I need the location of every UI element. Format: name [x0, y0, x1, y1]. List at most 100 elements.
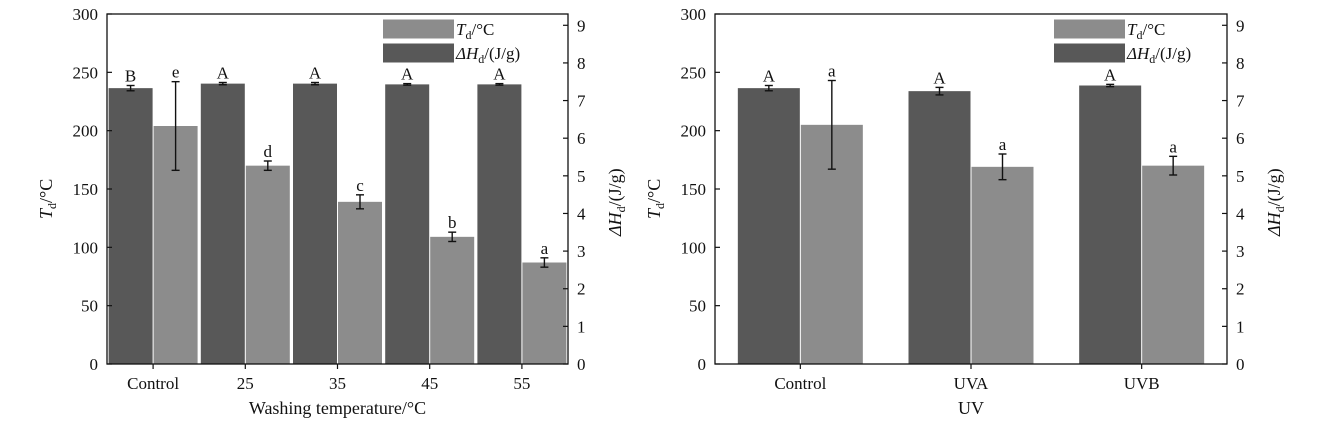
y-left-tick-label: 300 [681, 5, 707, 24]
significance-letter: d [264, 142, 273, 161]
y-left-axis-title-subscript: d [45, 203, 59, 209]
bar-delta-h-2 [293, 83, 337, 364]
error-bar-1-0 [827, 79, 836, 170]
x-axis-title: UV [958, 398, 984, 418]
legend-symbol: T [456, 20, 467, 39]
legend-label: Td/°C [1127, 20, 1165, 42]
y-right-axis-title: ΔHd/(J/g) [605, 168, 628, 237]
legend-swatch [1054, 19, 1125, 39]
bar-delta-h-1 [908, 91, 971, 364]
bar-td-1 [971, 166, 1034, 364]
x-tick-label: UVA [954, 374, 989, 393]
significance-letter: A [493, 65, 506, 84]
legend-subscript: d [1136, 28, 1142, 42]
y-right-tick-label: 2 [577, 280, 586, 299]
significance-letter: a [828, 62, 836, 81]
bar-delta-h-2 [1079, 85, 1142, 365]
y-left-tick-label: 200 [681, 122, 707, 141]
legend-label: ΔHd/(J/g) [455, 44, 520, 66]
y-left-tick-label: 200 [73, 122, 99, 141]
y-right-axis-title-unit: /(J/g) [605, 168, 626, 206]
y-right-axis-title: ΔHd/(J/g) [1264, 168, 1287, 237]
legend-subscript: d [478, 52, 484, 66]
error-bar-1-2 [1169, 155, 1178, 176]
y-left-tick-label: 50 [689, 297, 706, 316]
y-right-tick-label: 4 [577, 204, 586, 223]
y-right-tick-label: 7 [577, 92, 586, 111]
y-right-tick-label: 0 [577, 355, 586, 374]
y-right-tick-label: 5 [577, 167, 586, 186]
y-right-tick-label: 1 [577, 317, 586, 336]
y-right-axis-title-subscript: d [614, 206, 628, 212]
error-bar-0-2 [1106, 83, 1115, 88]
significance-letter: a [541, 239, 549, 258]
significance-letter: a [1169, 137, 1177, 156]
bar-delta-h-0 [737, 88, 800, 365]
y-left-tick-label: 300 [73, 5, 99, 24]
significance-letter: A [1104, 65, 1117, 84]
y-left-tick-label: 250 [73, 63, 99, 82]
y-left-tick-label: 250 [681, 63, 707, 82]
x-tick-label: 55 [513, 374, 530, 393]
y-left-axis-title: Td/°C [36, 179, 59, 219]
legend-swatch [383, 19, 454, 39]
bar-td-3 [430, 236, 475, 364]
y-left-tick-label: 100 [681, 238, 707, 257]
y-left-axis-title-symbol: T [644, 207, 664, 219]
y-left-axis-title-subscript: d [653, 203, 667, 209]
legend-entry-0: Td/°C [383, 19, 494, 42]
y-right-tick-label: 3 [1236, 242, 1245, 261]
y-left-tick-label: 100 [73, 238, 99, 257]
legend-unit: /(J/g) [1155, 44, 1191, 63]
y-left-tick-label: 150 [73, 180, 99, 199]
x-tick-label: 35 [329, 374, 346, 393]
legend-symbol: T [1127, 20, 1138, 39]
legend-symbol: ΔH [455, 44, 480, 63]
legend-entry-0: Td/°C [1054, 19, 1165, 42]
significance-letter: e [172, 63, 180, 82]
y-left-tick-label: 0 [698, 355, 707, 374]
significance-letter: A [401, 65, 414, 84]
error-bar-0-0 [764, 84, 773, 92]
y-right-tick-label: 7 [1236, 92, 1245, 111]
significance-letter: B [125, 67, 136, 86]
x-tick-label: UVB [1124, 374, 1160, 393]
bar-delta-h-4 [477, 84, 522, 364]
y-left-tick-label: 0 [90, 355, 99, 374]
error-bar-1-1 [998, 153, 1007, 181]
y-right-tick-label: 1 [1236, 317, 1245, 336]
error-bar-1-2 [356, 194, 364, 210]
y-right-tick-label: 9 [1236, 16, 1245, 35]
error-bar-1-0 [171, 80, 180, 172]
x-tick-label: Control [774, 374, 826, 393]
error-bar-0-3 [403, 82, 412, 86]
y-left-axis-title-symbol: T [36, 207, 56, 219]
legend-unit: /°C [1142, 20, 1165, 39]
bar-td-1 [245, 165, 290, 364]
x-axis-title: Washing temperature/°C [249, 398, 426, 418]
y-right-tick-label: 6 [577, 129, 586, 148]
significance-letter: a [999, 135, 1007, 154]
x-tick-label: Control [127, 374, 179, 393]
error-bar-0-4 [495, 82, 504, 86]
x-tick-label: 25 [237, 374, 254, 393]
y-right-tick-label: 9 [577, 16, 586, 35]
x-tick-label: 45 [421, 374, 438, 393]
significance-letter: A [217, 63, 230, 82]
significance-letter: A [933, 68, 946, 87]
y-left-axis-title-unit: /°C [644, 179, 664, 203]
y-left-axis-title: Td/°C [644, 179, 667, 219]
error-bar-1-3 [448, 231, 457, 243]
legend-entry-1: ΔHd/(J/g) [1054, 43, 1191, 66]
y-right-axis-title-subscript: d [1273, 206, 1287, 212]
y-right-tick-label: 2 [1236, 280, 1245, 299]
bar-td-4 [522, 262, 567, 364]
y-right-tick-label: 5 [1236, 167, 1245, 186]
significance-letter: c [356, 176, 364, 195]
bar-td-2 [338, 201, 382, 364]
legend-entry-1: ΔHd/(J/g) [383, 43, 520, 66]
legend-unit: /°C [471, 20, 494, 39]
y-left-axis-title-unit: /°C [36, 179, 56, 203]
bar-td-2 [1142, 165, 1205, 364]
